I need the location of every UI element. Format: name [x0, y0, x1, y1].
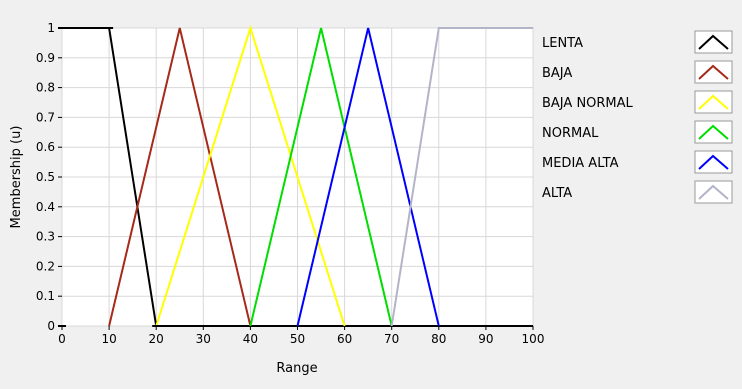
- x-tick-label: 50: [290, 332, 305, 346]
- x-tick-label: 40: [243, 332, 258, 346]
- legend-swatch-box[interactable]: [694, 90, 733, 114]
- legend-label: LENTA: [542, 36, 583, 51]
- legend-label: ALTA: [542, 186, 572, 201]
- series-line-baja: [108, 27, 252, 327]
- x-tick-label: 70: [384, 332, 399, 346]
- legend-swatch-line: [698, 184, 729, 200]
- y-tick-label: 0: [47, 319, 55, 333]
- y-tick-label: 0.6: [36, 140, 55, 154]
- x-tick-label: 60: [337, 332, 352, 346]
- legend-swatch-line: [698, 94, 729, 110]
- y-tick-label: 0.2: [36, 259, 55, 273]
- legend-label: BAJA: [542, 66, 572, 81]
- x-tick-label: 10: [101, 332, 116, 346]
- y-tick-label: 0.4: [36, 200, 55, 214]
- legend-label: MEDIA ALTA: [542, 156, 619, 171]
- series-line-alta: [390, 27, 533, 327]
- y-tick-label: 0.5: [36, 170, 55, 184]
- axes-layer: 0 10 20 30 40 50 60 70 80 90 100 0 0.1 0.2 0.3 0.4 0.5 0.…: [36, 21, 545, 346]
- legend: LENTA BAJA BAJA NORMAL NORMAL MEDIA ALTA ALTA: [542, 30, 733, 204]
- series-line-media-alta: [296, 27, 440, 327]
- series-line-normal: [249, 27, 393, 327]
- series-line-baja-normal: [155, 24, 346, 327]
- legend-swatch-box[interactable]: [694, 30, 733, 54]
- legend-label: NORMAL: [542, 126, 599, 141]
- y-tick-label: 0.7: [36, 110, 55, 124]
- y-tick-label: 0.1: [36, 289, 55, 303]
- x-axis-label: Range: [276, 361, 317, 376]
- x-tick-label: 30: [196, 332, 211, 346]
- legend-swatch-box[interactable]: [694, 60, 733, 84]
- legend-swatch-box[interactable]: [694, 150, 733, 174]
- legend-swatch-box[interactable]: [694, 180, 733, 204]
- y-tick-label: 0.8: [36, 81, 55, 95]
- y-tick-label: 0.3: [36, 230, 55, 244]
- x-tick-label: 20: [149, 332, 164, 346]
- x-tick-label: 100: [522, 332, 545, 346]
- x-tick-label: 0: [58, 332, 66, 346]
- x-tick-label: 90: [478, 332, 493, 346]
- legend-swatch-line: [698, 64, 729, 80]
- legend-swatch-line: [698, 124, 729, 140]
- legend-swatch-line: [698, 34, 729, 50]
- y-tick-label: 0.9: [36, 51, 55, 65]
- y-tick-label: 1: [47, 21, 55, 35]
- x-tick-label: 80: [431, 332, 446, 346]
- y-axis-label: Membership (u): [9, 126, 24, 229]
- grid-layer: [61, 27, 534, 327]
- legend-swatch-line: [698, 154, 729, 170]
- legend-swatch-box[interactable]: [694, 120, 733, 144]
- legend-label: BAJA NORMAL: [542, 96, 634, 111]
